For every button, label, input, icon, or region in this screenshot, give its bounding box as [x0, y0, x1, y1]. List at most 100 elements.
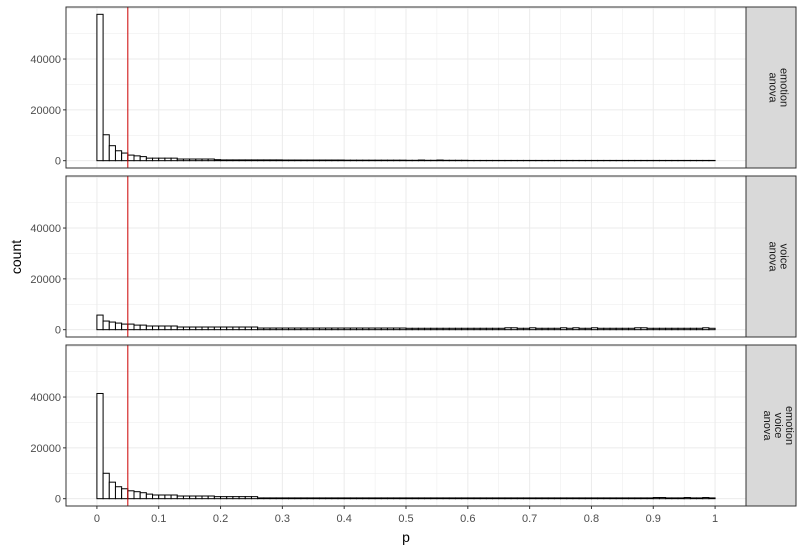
y-tick-label: 20000: [30, 105, 61, 117]
histogram-bar: [244, 496, 252, 500]
histogram-bar: [182, 326, 191, 331]
histogram-bar: [176, 495, 184, 500]
histogram-bar: [182, 158, 191, 162]
histogram-bar: [306, 159, 314, 162]
histogram-bar: [318, 497, 327, 500]
histogram-bar: [634, 327, 642, 331]
histogram-bar: [170, 325, 178, 331]
histogram-bar: [337, 159, 345, 162]
histogram-bar: [430, 327, 438, 331]
histogram-bar: [349, 497, 358, 500]
histogram-bar: [442, 327, 450, 331]
histogram-bar: [331, 327, 339, 331]
histogram-bar: [133, 491, 141, 500]
histogram-bar: [547, 327, 555, 331]
histogram-bar: [139, 492, 147, 500]
histogram-bar: [498, 327, 506, 331]
histogram-bar: [164, 494, 172, 500]
histogram-bar: [220, 496, 228, 500]
histogram-bar: [226, 496, 234, 500]
histogram-bar: [127, 490, 135, 500]
histogram-bar: [220, 326, 228, 331]
histogram-bar: [411, 327, 419, 331]
histogram-bar: [250, 496, 259, 500]
histogram-bar: [325, 327, 333, 331]
y-tick-label: 40000: [30, 54, 61, 66]
histogram-bar: [683, 327, 691, 331]
histogram-bar: [646, 327, 654, 331]
histogram-bar: [275, 497, 283, 500]
histogram-bar: [572, 327, 580, 331]
histogram-bar: [522, 497, 531, 500]
histogram-bar: [158, 494, 166, 500]
histogram-bar: [492, 497, 500, 500]
histogram-bar: [189, 158, 197, 162]
histogram-bar: [603, 327, 611, 331]
facet-strip-label: anova: [761, 411, 773, 442]
histogram-bar: [312, 327, 320, 331]
histogram-bar: [232, 159, 240, 162]
histogram-bar: [671, 497, 679, 500]
histogram-bar: [590, 497, 599, 500]
histogram-bar: [615, 497, 623, 500]
histogram-bar: [436, 327, 444, 331]
histogram-bar: [362, 497, 370, 500]
histogram-bar: [176, 158, 184, 162]
histogram-bar: [399, 497, 407, 500]
histogram-bar: [145, 157, 154, 162]
histogram-bar: [127, 154, 135, 162]
facet-strip-label: anova: [767, 73, 779, 104]
histogram-bar: [665, 327, 673, 331]
histogram-bar: [380, 159, 388, 162]
histogram-bar: [498, 497, 506, 500]
histogram-bar: [102, 472, 110, 500]
histogram-bar: [696, 497, 704, 500]
histogram-bar: [368, 497, 376, 500]
facet-strip: [745, 6, 797, 169]
x-tick-label: 0.3: [275, 513, 290, 525]
histogram-bar: [133, 155, 141, 162]
histogram-bar: [368, 159, 376, 162]
histogram-bar: [516, 327, 524, 331]
histogram-bar: [677, 497, 685, 500]
histogram-bar: [411, 497, 419, 500]
histogram-bar: [114, 486, 123, 500]
histogram-bar: [96, 314, 104, 331]
facet-strip-label: voice: [778, 244, 790, 270]
x-tick-label: 0.7: [522, 513, 537, 525]
histogram-bar: [343, 159, 351, 162]
histogram-bar: [461, 497, 469, 500]
histogram-bar: [516, 497, 524, 500]
histogram-bar: [294, 159, 302, 162]
histogram-bar: [386, 497, 395, 500]
x-tick-label: 0.6: [460, 513, 475, 525]
x-axis: 0 0.1 0.2 0.3 0.4 0.5 0.6 0.7 0.8 0.9 1: [94, 506, 718, 525]
histogram-bar: [312, 497, 320, 500]
histogram-bar: [671, 327, 679, 331]
histogram-bar: [152, 494, 160, 500]
y-tick-label: 20000: [30, 274, 61, 286]
histogram-bar: [535, 497, 543, 500]
histogram-bar: [102, 320, 110, 331]
histogram-bar: [597, 327, 605, 331]
histogram-bar: [257, 327, 265, 331]
histogram-bar: [121, 323, 129, 331]
histogram-bar: [609, 497, 617, 500]
histogram-bar: [374, 159, 382, 162]
histogram-bar: [702, 327, 710, 331]
histogram-bar: [566, 327, 574, 331]
histogram-bar: [597, 497, 605, 500]
histogram-bar: [584, 327, 592, 331]
histogram-bar: [504, 327, 512, 331]
x-tick-label: 0.1: [151, 513, 166, 525]
histogram-bar: [467, 497, 475, 500]
histogram-bar: [269, 327, 277, 331]
histogram-bar: [201, 495, 209, 500]
histogram-bar: [158, 325, 166, 331]
histogram-bar: [708, 497, 716, 500]
histogram-bar: [356, 497, 364, 500]
histogram-bar: [170, 157, 178, 162]
histogram-bar: [213, 326, 222, 331]
histogram-bar: [114, 150, 123, 162]
histogram-bar: [275, 327, 283, 331]
